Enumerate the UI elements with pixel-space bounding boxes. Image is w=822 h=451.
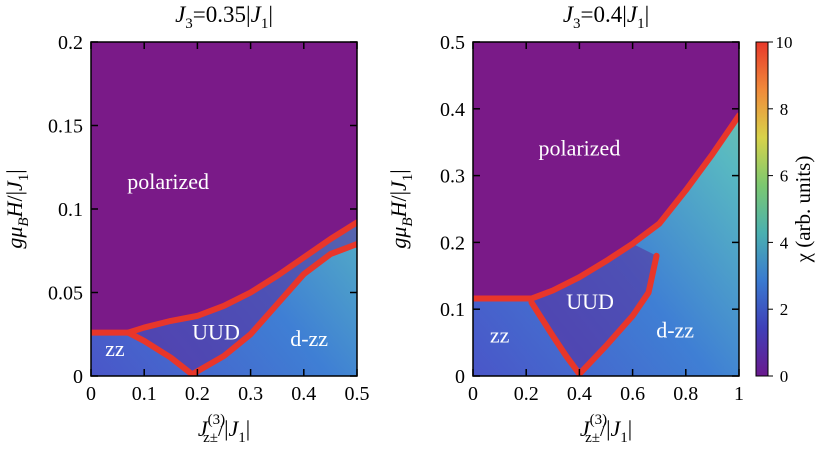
x-tick-label: 0.4 xyxy=(291,383,316,405)
y-tick-label: 0.2 xyxy=(440,232,465,254)
colorbar-tick-label: 0 xyxy=(780,367,789,386)
colorbar-label: χ (arb. units) xyxy=(791,156,815,264)
region-label-UUD: UUD xyxy=(192,319,240,344)
polarized-region xyxy=(473,42,739,299)
region-label-polarized: polarized xyxy=(538,136,620,161)
boundary-upper xyxy=(473,112,739,302)
uud-region xyxy=(531,243,657,374)
region-label-UUD: UUD xyxy=(566,289,614,314)
region-label-zz: zz xyxy=(105,336,125,361)
x-tick-label: 0.1 xyxy=(132,383,157,405)
x-tick-label: 1 xyxy=(734,383,744,405)
x-axis-label: J(3) z±/|J1| xyxy=(580,412,632,446)
colorbar: 0 2 4 6 8 10 χ (arb. units) xyxy=(755,33,815,386)
region-label-d-zz: d-zz xyxy=(290,326,328,351)
panel-title: J3=0.4|J1| xyxy=(563,2,649,32)
polarized-region xyxy=(91,42,357,333)
x-tick-label: 0.8 xyxy=(673,383,698,405)
boundary-left-dome xyxy=(125,329,196,376)
region-label-zz: zz xyxy=(490,323,510,348)
x-tick-label: 0.5 xyxy=(345,383,370,405)
colorbar-frame xyxy=(755,41,769,377)
boundary-left-dome xyxy=(528,299,583,376)
y-axis-label: gμBH/|J1| xyxy=(2,169,32,248)
boundary-right-dome xyxy=(576,252,660,376)
y-tick-label: 0.5 xyxy=(440,32,465,54)
x-tick-label: 0 xyxy=(468,383,478,405)
boundary-upper xyxy=(91,219,357,336)
boundary-right-dome xyxy=(189,241,357,376)
x-tick-label: 0.4 xyxy=(567,383,592,405)
axes-frame xyxy=(472,41,740,377)
colorbar-tick-label: 6 xyxy=(780,167,789,186)
y-tick-label: 0 xyxy=(73,366,83,388)
panel-title: J3=0.35|J1| xyxy=(175,2,273,32)
colorbar-tick-label: 8 xyxy=(780,100,789,119)
panel-1: 0 0.1 0.2 0.3 0.4 0.5 0 0.05 0.1 0.15 0.2 polarized… xyxy=(2,2,370,446)
x-axis-label: J(3) z±/|J1| xyxy=(198,412,250,446)
colorbar-gradient xyxy=(756,42,768,376)
x-tick-label: 0.3 xyxy=(238,383,263,405)
y-tick-label: 0.3 xyxy=(440,166,465,188)
plot-area xyxy=(91,42,357,376)
y-axis-label: gμBH/|J1| xyxy=(386,169,416,248)
y-tick-label: 0.4 xyxy=(440,99,465,121)
y-tick-label: 0.1 xyxy=(58,199,83,221)
x-tick-label: 0.6 xyxy=(620,383,645,405)
x-tick-label: 0 xyxy=(86,383,96,405)
y-tick-label: 0 xyxy=(455,366,465,388)
region-label-d-zz: d-zz xyxy=(656,317,694,342)
colorbar-tick-label: 10 xyxy=(776,33,793,52)
y-tick-label: 0.1 xyxy=(440,299,465,321)
panel-2: 0 0.2 0.4 0.6 0.8 1 0 0.1 0.2 0.3 0.4 0.5 polarized U… xyxy=(386,2,744,446)
x-tick-label: 0.2 xyxy=(514,383,539,405)
y-tick-label: 0.15 xyxy=(48,116,83,138)
colorbar-tick-label: 4 xyxy=(780,233,789,252)
plot-area xyxy=(473,42,739,376)
y-tick-label: 0.05 xyxy=(48,283,83,305)
y-tick-label: 0.2 xyxy=(58,32,83,54)
x-tick-label: 0.2 xyxy=(185,383,210,405)
colorbar-tick-label: 2 xyxy=(780,300,789,319)
region-label-polarized: polarized xyxy=(127,169,209,194)
